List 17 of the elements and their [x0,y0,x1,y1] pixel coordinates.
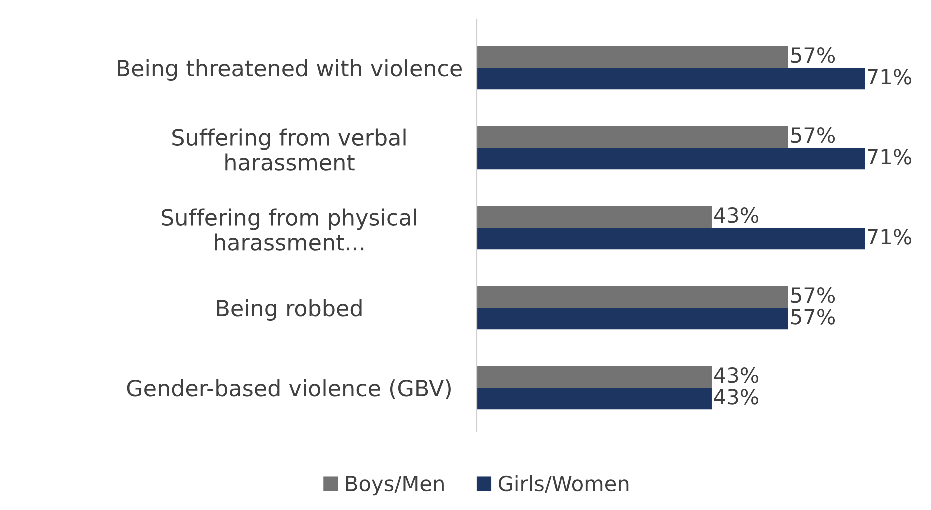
data-label: 71% [868,69,912,85]
y-tick-label: Suffering from physical harassment... [162,208,416,251]
legend-label: Boys/Men [346,476,444,496]
data-label: 43% [714,207,759,224]
data-label: 57% [791,309,836,325]
data-label: 57% [791,127,836,144]
data-label: 57% [791,47,836,64]
y-tick-label: Gender-based violence (GBV) [127,380,451,400]
legend-label: Girls/Women [498,475,629,494]
y-tick-label: Suffering from verbal harassment [172,128,406,171]
data-label: 71% [868,149,912,165]
data-label: 71% [868,229,912,245]
y-tick-label: Being threatened with violence [118,60,462,82]
data-label: 43% [714,367,759,384]
data-label: 57% [791,287,836,304]
y-tick-label: Being robbed [217,300,362,322]
data-label: 43% [714,389,759,405]
